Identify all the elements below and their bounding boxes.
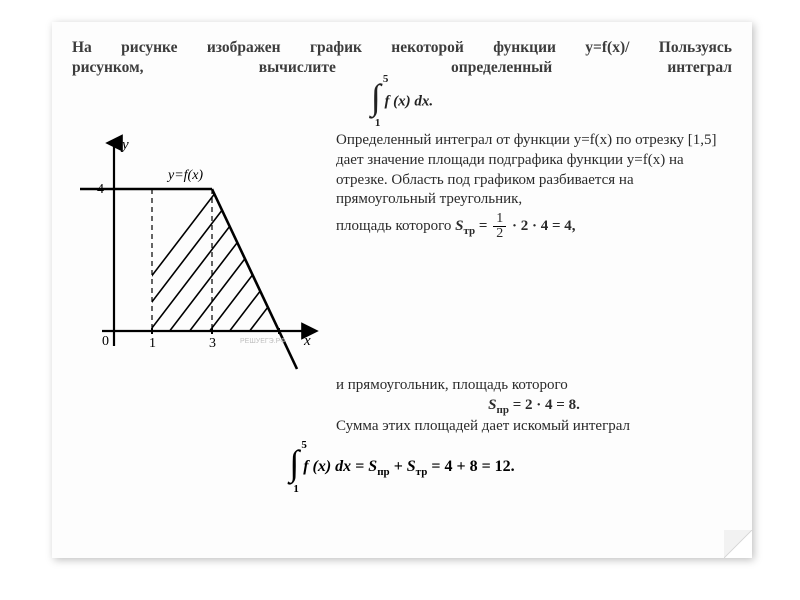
final-sub1: пр: [377, 466, 389, 478]
integral-upper: 5: [383, 73, 389, 85]
problem-w1: рисунком,: [72, 59, 144, 77]
final-lower: 1: [293, 483, 299, 495]
content-row: y x y=f(x) 0 1 3 4 РЕШУЕГЭ.РФ Определенн…: [72, 131, 732, 376]
rectangle-area-line: Sпр = 2 · 4 = 8.: [336, 396, 732, 418]
s-tr-eq: =: [479, 218, 491, 234]
tick-1: 1: [149, 336, 156, 351]
rectangle-line: и прямоугольник, площадь которого: [336, 376, 732, 396]
integral-lower: 1: [375, 117, 381, 129]
tick-4: 4: [97, 182, 104, 197]
slide-card: На рисунке изображен график некоторой фу…: [52, 22, 752, 558]
final-integral: 5 ∫ 1 f (x) dx = Sпр + Sтр = 4 + 8 = 12.: [72, 445, 732, 491]
y-axis-label: y: [120, 137, 129, 153]
graph-column: y x y=f(x) 0 1 3 4 РЕШУЕГЭ.РФ: [72, 131, 322, 376]
final-plus: + S: [390, 458, 416, 475]
s-pr-label: S: [488, 397, 496, 413]
p4: Сумма этих площадей дает искомый интегра…: [336, 417, 732, 437]
final-rest: = 4 + 8 = 12.: [427, 458, 514, 475]
p3: и прямоугольник, площадь которого: [336, 377, 568, 393]
corner-fold: [724, 530, 752, 558]
final-body-left: f (x) dx = S: [303, 458, 377, 475]
s-tr-rest: · 2 · 4 = 4,: [508, 218, 575, 234]
integral-sign: ∫: [371, 77, 381, 117]
s-tr-sub: тр: [464, 225, 476, 237]
below-graph-block: и прямоугольник, площадь которого Sпр = …: [336, 376, 732, 437]
problem-w4: интеграл: [667, 59, 732, 77]
s-tr-label: S: [455, 218, 463, 234]
watermark: РЕШУЕГЭ.РФ: [240, 338, 286, 345]
s-pr-full: = 2 · 4 = 8.: [509, 397, 580, 413]
problem-line1: На рисунке изображен график некоторой фу…: [72, 38, 732, 59]
origin-label: 0: [102, 334, 109, 349]
p2-prefix: площадь которого: [336, 218, 455, 234]
triangle-area-line: площадь которого Sтр = 12 · 2 · 4 = 4,: [336, 212, 732, 241]
frac-num: 1: [493, 212, 506, 227]
problem-line2: рисунком, вычислите определенный интегра…: [72, 59, 732, 77]
tick-3: 3: [209, 336, 216, 351]
problem-integral: 5 ∫ 1 f (x) dx.: [72, 79, 732, 125]
integral-body: f (x) dx.: [384, 93, 433, 109]
function-label: y=f(x): [166, 168, 203, 183]
final-upper: 5: [301, 439, 307, 451]
s-pr-sub: пр: [497, 404, 509, 416]
function-graph: y x y=f(x) 0 1 3 4 РЕШУЕГЭ.РФ: [72, 131, 322, 371]
frac-den: 2: [493, 227, 506, 241]
final-sub2: тр: [416, 466, 428, 478]
final-integral-sign: ∫: [289, 443, 299, 483]
explanation-column: Определенный интеграл от функции y=f(x) …: [322, 131, 732, 376]
explanation-p1: Определенный интеграл от функции y=f(x) …: [336, 131, 732, 210]
x-axis-label: x: [303, 333, 311, 349]
problem-w3: определенный: [451, 59, 552, 77]
problem-w2: вычислите: [259, 59, 336, 77]
